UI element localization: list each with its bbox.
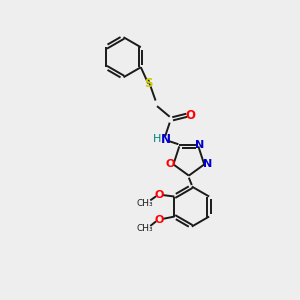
Text: N: N xyxy=(203,159,212,170)
Text: H: H xyxy=(153,134,161,144)
Text: CH₃: CH₃ xyxy=(137,224,154,233)
Text: CH₃: CH₃ xyxy=(137,199,154,208)
Text: O: O xyxy=(166,159,175,170)
Text: O: O xyxy=(154,215,164,225)
Text: S: S xyxy=(144,77,152,90)
Text: N: N xyxy=(195,140,205,150)
Text: O: O xyxy=(185,109,195,122)
Text: N: N xyxy=(161,133,171,146)
Text: O: O xyxy=(154,190,164,200)
